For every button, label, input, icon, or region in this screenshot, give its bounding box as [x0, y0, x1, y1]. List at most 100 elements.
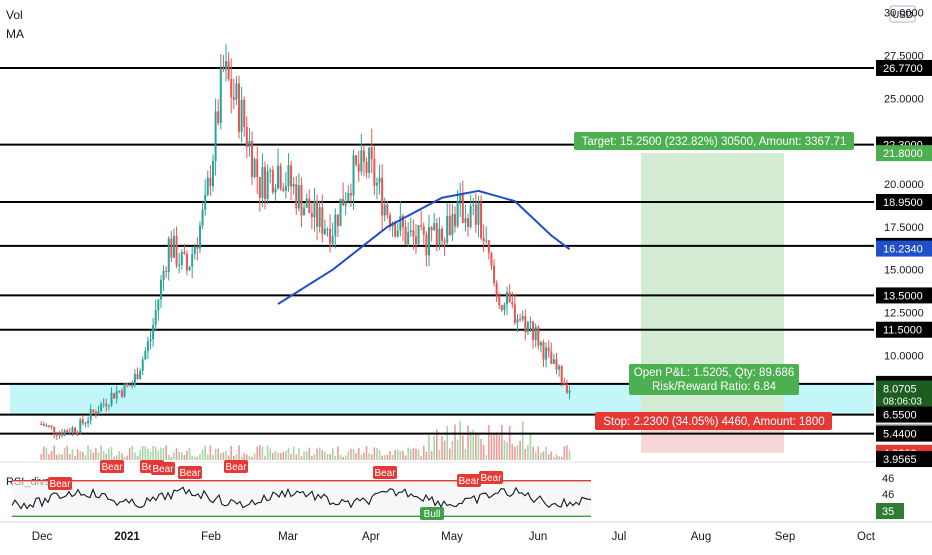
volume-bar [71, 449, 74, 460]
candle-body [339, 198, 342, 226]
candle-body [110, 393, 113, 406]
candle-body [165, 270, 168, 272]
rsi-line[interactable] [11, 486, 592, 510]
volume-bar [105, 453, 108, 460]
price-tag-label: 16.2340 [883, 244, 923, 256]
candle-body [321, 207, 324, 235]
candle-body [558, 366, 561, 370]
volume-bar [316, 448, 318, 460]
candle-body [188, 266, 191, 271]
time-axis[interactable]: Dec 2021 Feb Mar Apr May Jun Jul Aug Sep Oct [32, 531, 876, 543]
rsi-signal-label: Bear [179, 468, 201, 479]
candle-body [313, 201, 316, 218]
candle-body [68, 432, 71, 434]
volume-bar [160, 447, 162, 460]
rsi-axis-label-1: 46 [882, 473, 894, 485]
volume-bar [420, 456, 422, 460]
candle-body [394, 223, 397, 237]
candle-body [378, 177, 381, 183]
volume-bar [84, 455, 87, 460]
rsi-signal-badge [457, 474, 481, 487]
moving-average-line[interactable] [277, 189, 571, 305]
legend-vol[interactable]: Vol [6, 8, 23, 22]
volume-bar [534, 451, 537, 460]
currency-button[interactable]: USD [889, 5, 916, 23]
candle-body [461, 193, 464, 223]
legend-ma[interactable]: MA [6, 27, 24, 41]
candle-body [521, 316, 524, 320]
candle-body [326, 228, 329, 230]
volume-bar [490, 434, 493, 460]
volume-bar [462, 435, 464, 460]
price-tag-label: 26.7700 [883, 63, 923, 75]
candle-body [94, 411, 97, 415]
candle-body [347, 192, 350, 202]
volume-bar [563, 446, 566, 460]
candle-body [170, 238, 173, 258]
candle-body [264, 167, 267, 200]
volume-bar [370, 454, 373, 460]
candle-body [193, 247, 196, 255]
candlesticks[interactable] [40, 43, 571, 441]
candle-body [506, 292, 509, 305]
candle-body [336, 214, 339, 226]
volume-bar [285, 450, 287, 460]
volume-bar [196, 456, 199, 460]
volume-bar [363, 452, 365, 460]
volume-bar [206, 454, 209, 460]
candle-body [191, 254, 194, 267]
volume-bar [477, 433, 480, 460]
volume-bar [152, 446, 154, 460]
volume-bar [459, 420, 462, 460]
volume-bar [141, 446, 144, 460]
volume-bar [225, 450, 227, 460]
volume-bar [45, 447, 48, 460]
volume-bar [305, 451, 308, 460]
rsi-pane[interactable]: RSI_divs BearBearBearBearBearBearBearBea… [6, 460, 904, 520]
volume-bar [495, 432, 498, 460]
candle-body [373, 159, 376, 186]
target-label[interactable]: Target: 15.2500 (232.82%) 30500, Amount:… [574, 132, 854, 150]
volume-bar [113, 456, 115, 460]
volume-bar [389, 451, 391, 460]
risk-reward-text: Risk/Reward Ratio: 6.84 [652, 381, 777, 393]
volume-bar [391, 454, 394, 460]
rsi-axis-label-3: 35 [882, 506, 894, 518]
volume-bar [383, 455, 386, 460]
price-tag-bg [876, 145, 932, 162]
volume-bar [180, 451, 183, 460]
volume-bar [303, 451, 305, 460]
volume-bar [313, 454, 316, 460]
volume-bar [396, 449, 399, 460]
time-axis-label: Apr [362, 531, 380, 543]
volume-bar [290, 453, 292, 460]
volume-bar [61, 454, 63, 460]
candle-body [154, 310, 157, 325]
currency-label: USD [892, 10, 913, 21]
candle-body [454, 214, 457, 227]
candle-body [204, 194, 207, 210]
candle-body [107, 405, 110, 407]
price-axis-tick: 20.0000 [884, 179, 924, 191]
candle-body [167, 238, 170, 272]
volume-bar [511, 444, 514, 460]
candle-body [115, 391, 118, 399]
candle-body [102, 403, 105, 405]
price-tag-bg [876, 194, 932, 210]
volume-bar [165, 445, 167, 460]
open-pnl-label[interactable]: Open P&L: 1.5205, Qty: 89.686 Risk/Rewar… [629, 364, 799, 395]
candle-body [565, 384, 568, 393]
candle-body [149, 339, 152, 342]
candle-body [162, 270, 165, 280]
rsi-signal-badge [224, 460, 248, 473]
volume-bar [173, 452, 175, 460]
volume-bar [318, 447, 321, 460]
candle-body [532, 321, 535, 340]
rsi-signal-label: Bear [374, 468, 396, 479]
candle-body [401, 215, 404, 228]
volume-bar [355, 453, 357, 460]
stop-label[interactable]: Stop: 2.2300 (34.05%) 4460, Amount: 1800 [595, 412, 832, 430]
candle-body [48, 425, 51, 427]
